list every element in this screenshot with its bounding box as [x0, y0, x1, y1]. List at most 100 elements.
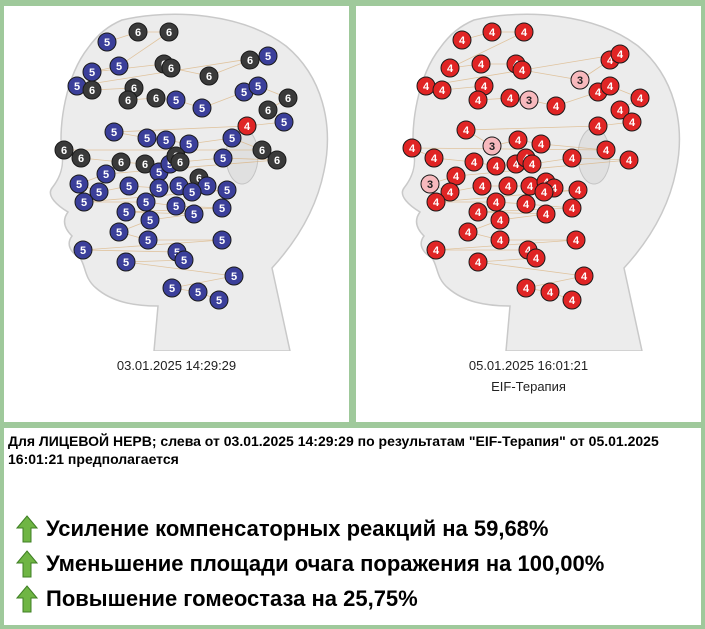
- nerve-line: [521, 69, 581, 81]
- nerve-point-label: 4: [519, 65, 526, 77]
- nerve-point: 5: [274, 112, 294, 132]
- nerve-point-label: 5: [163, 135, 169, 147]
- nerve-point-label: 6: [153, 93, 159, 105]
- nerve-point-label: 5: [281, 117, 287, 129]
- nerve-point-label: 6: [61, 145, 67, 157]
- nerve-point: 5: [96, 164, 116, 184]
- nerve-point: 6: [54, 140, 74, 160]
- nerve-point-label: 6: [206, 71, 212, 83]
- nerve-point-label: 4: [431, 153, 438, 165]
- nerve-point-label: 4: [433, 245, 440, 257]
- nerve-point-label: 3: [526, 95, 532, 107]
- nerve-point-label: 4: [595, 121, 602, 133]
- right-head-panel: 4444444344444443444444443444444444444434…: [356, 6, 701, 422]
- nerve-point-label: 4: [447, 63, 454, 75]
- nerve-point: 5: [138, 230, 158, 250]
- nerve-point-label: 5: [231, 271, 237, 283]
- nerve-point: 4: [432, 80, 452, 100]
- nerve-point: 6: [278, 88, 298, 108]
- nerve-point-label: 4: [617, 105, 624, 117]
- nerve-point: 4: [456, 120, 476, 140]
- nerve-point-label: 4: [493, 161, 500, 173]
- nerve-point: 5: [82, 62, 102, 82]
- nerve-point-label: 6: [89, 85, 95, 97]
- nerve-point: 5: [69, 174, 89, 194]
- nerve-point: 4: [416, 76, 436, 96]
- nerve-point-label: 4: [465, 227, 472, 239]
- nerve-point: 4: [468, 202, 488, 222]
- nerve-line: [449, 31, 525, 69]
- nerve-point-label: 5: [176, 181, 182, 193]
- nerve-point-label: 4: [475, 207, 482, 219]
- nerve-point-label: 4: [551, 183, 558, 195]
- nerve-point-label: 4: [637, 93, 644, 105]
- nerve-point: 5: [248, 76, 268, 96]
- nerve-point-label: 5: [216, 295, 222, 307]
- nerve-line: [125, 261, 235, 277]
- nerve-point: 4: [531, 134, 551, 154]
- nerve-point-label: 5: [116, 227, 122, 239]
- nerve-point-label: 6: [166, 27, 172, 39]
- nerve-point-label: 4: [617, 49, 624, 61]
- nerve-point-label: 4: [505, 181, 512, 193]
- nerve-point-label: 5: [219, 235, 225, 247]
- nerve-point: 6: [135, 154, 155, 174]
- nerve-point-label: 4: [463, 125, 470, 137]
- nerve-point: 4: [568, 180, 588, 200]
- nerve-point-label: 4: [523, 199, 530, 211]
- head-map-after: 4444444344444443444444443444444444444434…: [401, 13, 681, 351]
- nerve-point: 5: [136, 192, 156, 212]
- nerve-point-label: 4: [515, 135, 522, 147]
- nerve-point-label: 5: [80, 245, 86, 257]
- nerve-point: 3: [420, 174, 440, 194]
- nerve-point-label: 4: [569, 153, 576, 165]
- nerve-line: [125, 211, 195, 215]
- nerve-point-label: 6: [196, 173, 202, 185]
- nerve-point-label: 4: [409, 143, 416, 155]
- nerve-point: 4: [402, 138, 422, 158]
- nerve-point-label: 5: [126, 181, 132, 193]
- nerve-point: 4: [468, 90, 488, 110]
- nerve-line: [525, 275, 585, 289]
- nerve-point: 4: [458, 222, 478, 242]
- nerve-point: 4: [482, 22, 502, 42]
- nerve-line: [118, 31, 170, 67]
- nerve-point: 5: [166, 196, 186, 216]
- nerve-point-label: 5: [224, 185, 230, 197]
- nerve-point-label: 6: [118, 157, 124, 169]
- nerve-point-label: 5: [255, 81, 261, 93]
- nerve-point-label: 5: [156, 183, 162, 195]
- head-map-before: 5665566665566665555665455555666665566565…: [49, 13, 329, 351]
- result-panel: Для ЛИЦЕВОЙ НЕРВ; слева от 03.01.2025 14…: [4, 428, 701, 625]
- nerve-point-label: 6: [78, 153, 84, 165]
- nerve-point-label: 5: [144, 133, 150, 145]
- nerve-point: 4: [619, 150, 639, 170]
- nerve-point-label: 5: [76, 179, 82, 191]
- nerve-point-label: 6: [125, 95, 131, 107]
- right-timestamp: 05.01.2025 16:01:21: [468, 358, 589, 373]
- nerve-point-label: 4: [433, 197, 440, 209]
- nerve-point-label: 4: [475, 257, 482, 269]
- nerve-point: 5: [258, 46, 278, 66]
- nerve-point-label: 5: [204, 181, 210, 193]
- nerve-point: 5: [149, 178, 169, 198]
- nerve-point-label: 4: [573, 235, 580, 247]
- nerve-point: 6: [111, 152, 131, 172]
- summary-text: Для ЛИЦЕВОЙ НЕРВ; слева от 03.01.2025 14…: [8, 433, 659, 467]
- nerve-line: [540, 143, 607, 151]
- result-row-3: Повышение гомеостаза на 25,75%: [16, 584, 418, 614]
- nerve-point: 4: [526, 248, 546, 268]
- nerve-point: 5: [109, 222, 129, 242]
- nerve-line: [105, 159, 278, 175]
- nerve-point-label: 5: [181, 255, 187, 267]
- nerve-point: 5: [182, 182, 202, 202]
- nerve-point-label: 4: [538, 139, 545, 151]
- nerve-point: 4: [468, 252, 488, 272]
- nerve-point-label: 4: [423, 81, 430, 93]
- nerve-point-label: 4: [493, 197, 500, 209]
- nerve-point-label: 5: [169, 283, 175, 295]
- nerve-point-label: 5: [174, 247, 180, 259]
- nerve-point: 5: [213, 148, 233, 168]
- nerve-point-label: 4: [595, 87, 602, 99]
- nerve-point-label: 6: [177, 157, 183, 169]
